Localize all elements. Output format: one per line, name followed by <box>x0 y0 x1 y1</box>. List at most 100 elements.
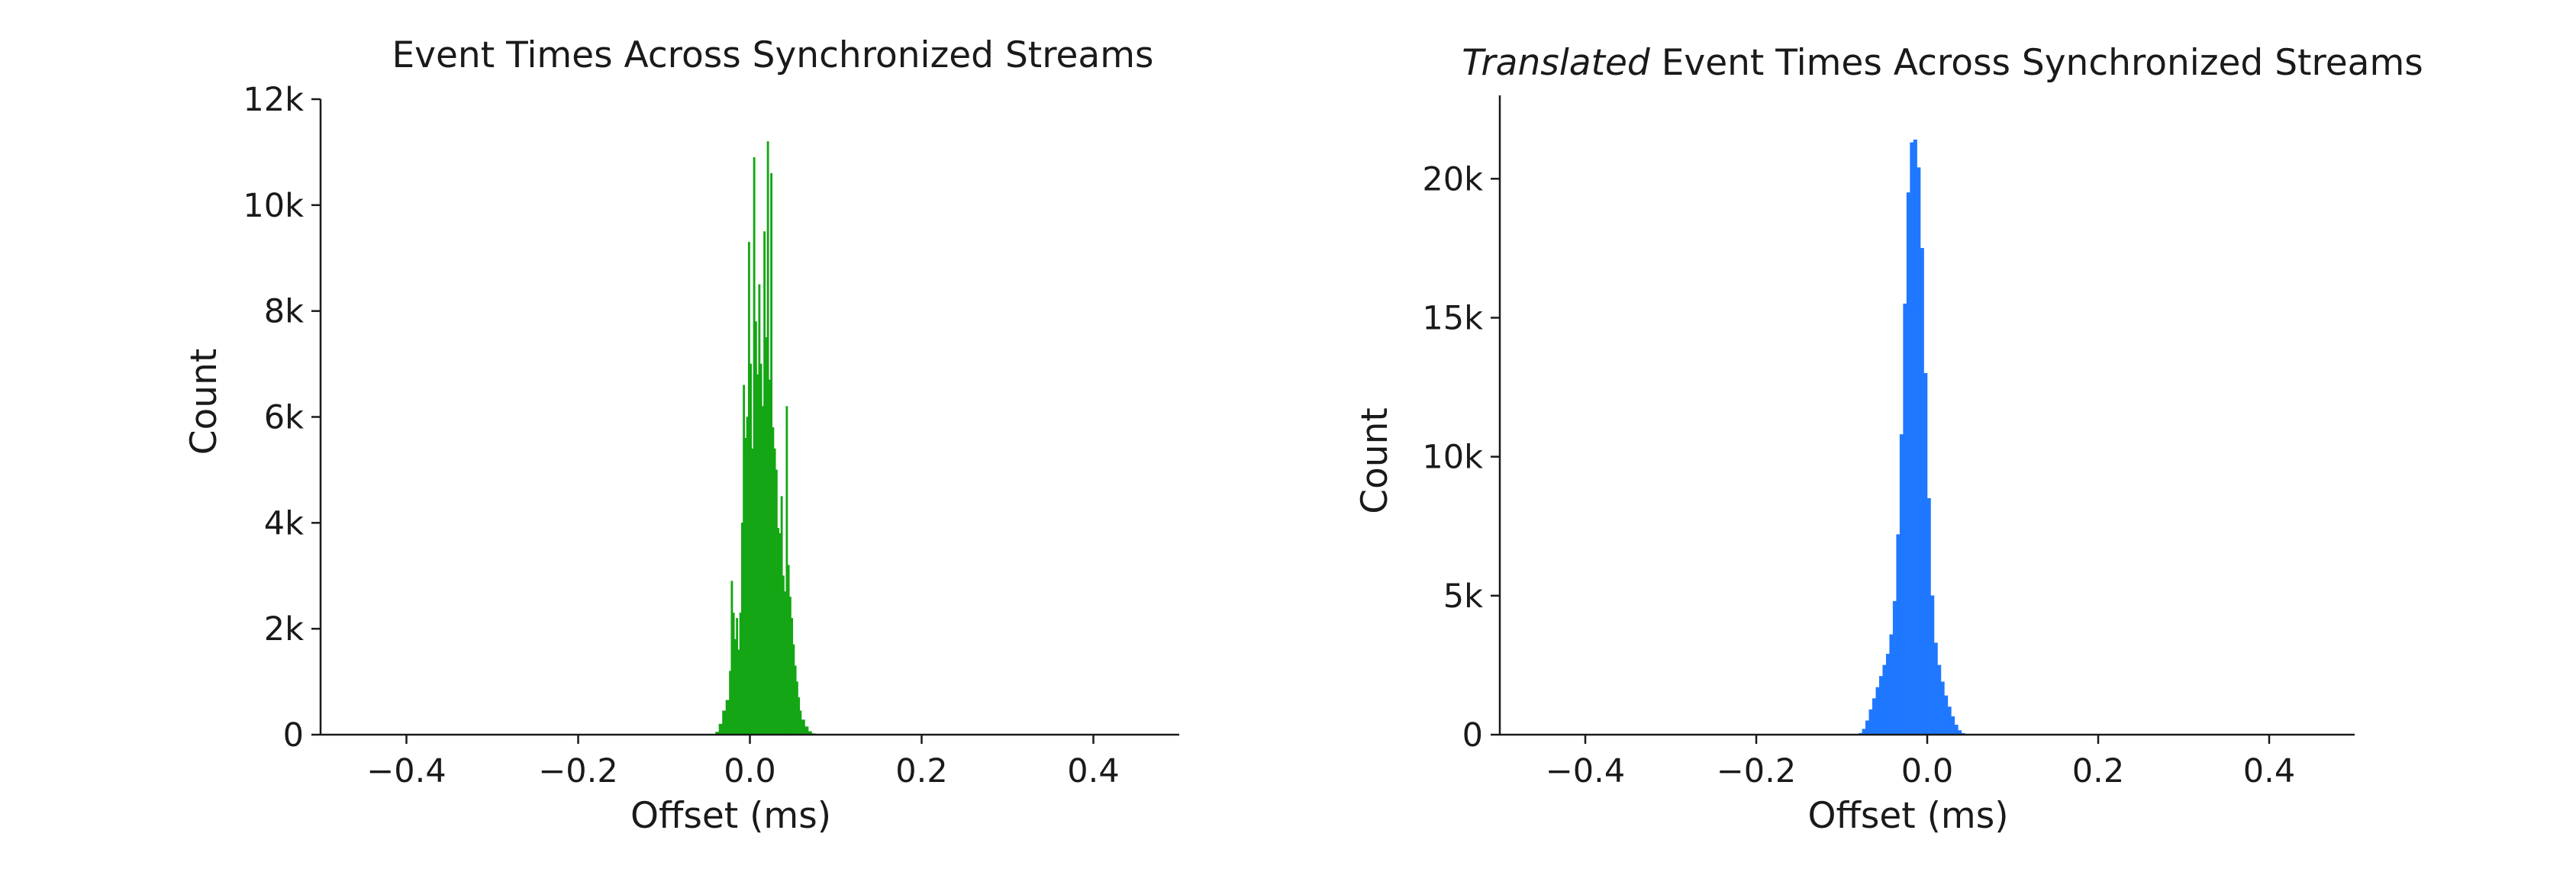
histogram-bar <box>759 363 762 735</box>
histogram-bar <box>718 723 723 735</box>
x-tick-label: 0.4 <box>2243 752 2295 790</box>
histogram-bar <box>1865 720 1870 735</box>
y-tick-label: 6k <box>264 399 304 437</box>
histogram-bar <box>754 321 757 735</box>
histogram-bar <box>1923 373 1928 735</box>
histogram-bar <box>1917 167 1921 735</box>
y-tick-label: 0 <box>283 716 304 755</box>
histogram-bar <box>798 697 801 735</box>
histogram-bar <box>775 469 778 735</box>
histogram-bar <box>791 617 794 735</box>
histogram-bar <box>737 649 740 735</box>
x-tick-label: −0.2 <box>1717 752 1796 790</box>
histogram-bar <box>1906 192 1910 735</box>
histogram-bar <box>1913 140 1917 735</box>
y-tick-label: 10k <box>1422 439 1483 477</box>
histogram-bar <box>1926 497 1931 735</box>
histogram-bar <box>736 617 739 735</box>
histogram-bar <box>1933 642 1938 735</box>
y-axis-label: Count <box>183 349 225 455</box>
histogram-bar <box>747 242 750 735</box>
histogram-bar <box>1878 676 1884 735</box>
y-tick-label: 12k <box>243 81 304 119</box>
x-tick-label: 0.0 <box>1901 752 1953 790</box>
histogram-bar <box>773 448 776 735</box>
histogram-bar <box>1872 698 1877 735</box>
histogram-bar <box>770 172 773 735</box>
histogram-bar <box>739 613 742 735</box>
y-tick-label: 15k <box>1422 299 1483 337</box>
histogram-bar <box>804 726 809 735</box>
histogram-bar <box>1954 724 1959 735</box>
histogram-bar <box>1947 706 1952 735</box>
y-tick-label: 4k <box>264 504 304 542</box>
chart-title-italic-prefix: Translated <box>1462 42 1651 84</box>
histogram-bar <box>729 671 732 735</box>
histogram-bar <box>725 700 730 735</box>
histogram-bar <box>795 681 798 735</box>
chart-title: Event Times Across Synchronized Streams <box>392 34 1153 76</box>
histogram-bar <box>1899 434 1904 735</box>
histogram-bar <box>756 374 759 735</box>
histogram-bar <box>763 231 766 735</box>
histogram-bar <box>1944 695 1949 735</box>
histogram-bar <box>746 417 749 735</box>
x-tick-label: −0.2 <box>538 752 617 790</box>
histogram-bar <box>740 523 743 735</box>
y-axis-label: Count <box>1354 407 1396 514</box>
histogram-bar <box>1885 654 1891 735</box>
histogram-bar <box>780 496 783 735</box>
histogram-bar <box>777 527 780 735</box>
histogram-bar <box>772 427 775 735</box>
histogram-bar <box>782 575 785 735</box>
histogram-bar <box>792 644 795 735</box>
histogram-bar <box>751 448 754 735</box>
histogram-bar <box>1910 142 1914 735</box>
x-axis-label: Offset (ms) <box>1807 795 2008 837</box>
histogram-bar <box>722 710 727 735</box>
x-tick-label: 0.2 <box>2072 752 2124 790</box>
histogram-bar <box>785 406 788 735</box>
histogram-bar <box>758 284 761 735</box>
x-tick-label: 0.2 <box>895 752 947 790</box>
histogram-bar <box>743 385 746 735</box>
chart-event-times: −0.4 −0.2 0.0 0.2 0.4 0 2k 4k 6k 8k 10k 12k Event Ti… <box>183 34 1179 837</box>
histogram-bar <box>1903 303 1907 735</box>
histogram-bar <box>753 157 756 735</box>
histogram-bar <box>1875 687 1880 735</box>
histogram-bar <box>1930 595 1935 735</box>
x-tick-label: −0.4 <box>1546 752 1625 790</box>
histogram-bar <box>744 437 747 735</box>
chart-title: Translated Event Times Across Synchroniz… <box>1462 42 2423 84</box>
histogram-bar <box>779 533 782 735</box>
histogram-bar <box>1920 248 1924 735</box>
histogram-bar <box>1889 634 1894 735</box>
histogram-bar <box>801 719 805 735</box>
x-tick-label: 0.0 <box>724 752 775 790</box>
histogram-bar <box>787 565 790 735</box>
y-tick-label: 5k <box>1443 578 1483 616</box>
histogram-bar <box>730 581 733 735</box>
histogram-bar <box>1882 664 1887 735</box>
x-axis-label: Offset (ms) <box>630 795 831 837</box>
histogram-bar <box>733 639 737 735</box>
histogram-bar <box>732 613 735 735</box>
histogram-bar <box>788 597 791 735</box>
histogram-bar <box>1951 716 1955 735</box>
x-tick-label: 0.4 <box>1067 752 1119 790</box>
histogram-bar <box>799 710 802 735</box>
y-tick-label: 20k <box>1422 160 1483 198</box>
x-tick-label: −0.4 <box>366 752 446 790</box>
chart-translated-event-times: −0.4 −0.2 0.0 0.2 0.4 0 5k 10k 15k 20k Translated … <box>1354 42 2423 837</box>
histogram-bar <box>768 379 771 735</box>
y-tick-label: 0 <box>1462 716 1483 755</box>
histogram-bar <box>1868 709 1873 735</box>
histogram-bar <box>1896 534 1901 735</box>
histogram-bar <box>750 363 753 735</box>
chart-title-text: Event Times Across Synchronized Streams <box>392 34 1153 76</box>
y-tick-label: 10k <box>243 187 304 225</box>
histogram-bar <box>761 406 764 735</box>
histogram-bar <box>766 141 769 735</box>
histogram-bar <box>1940 681 1945 735</box>
